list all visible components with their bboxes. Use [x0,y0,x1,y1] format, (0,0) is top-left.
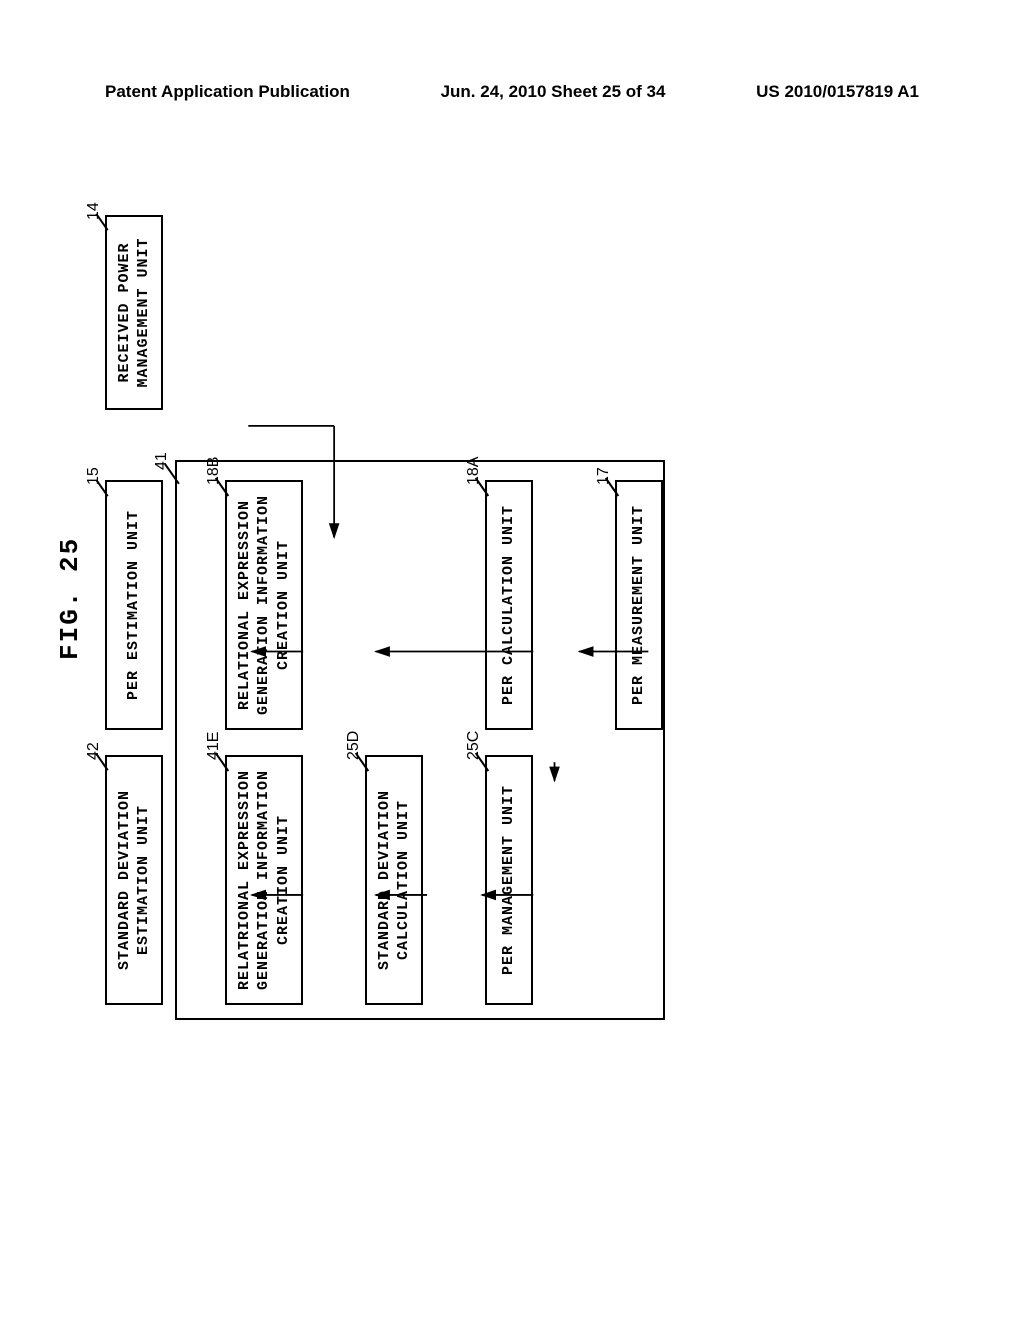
rel-expr-right: RELATIONAL EXPRESSION GENERATION INFORMA… [225,480,303,730]
figure-title: FIG. 25 [55,537,85,660]
header-left: Patent Application Publication [105,82,350,102]
per-mgmt-label: PER MANAGEMENT UNIT [499,785,519,975]
ref-18b: 18B [205,457,223,485]
rel-left-label: RELATRIONAL EXPRESSION GENERATION INFORM… [235,770,294,990]
sd-calc-label: STANDARD DEVIATION CALCULATION UNIT [375,790,414,970]
ref-25d: 25D [345,731,363,760]
per-calculation-unit: PER CALCULATION UNIT [485,480,533,730]
figure-diagram: FIG. 25 41 STANDARD DEVIATION ESTIMATION… [85,240,955,1010]
rel-right-label: RELATIONAL EXPRESSION GENERATION INFORMA… [235,495,294,715]
per-est-label: PER ESTIMATION UNIT [124,510,144,700]
per-estimation-unit: PER ESTIMATION UNIT [105,480,163,730]
rel-expr-left: RELATRIONAL EXPRESSION GENERATION INFORM… [225,755,303,1005]
sd-est-label: STANDARD DEVIATION ESTIMATION UNIT [115,790,154,970]
sd-estimation-unit: STANDARD DEVIATION ESTIMATION UNIT [105,755,163,1005]
received-power-mgmt: RECEIVED POWER MANAGEMENT UNIT [105,215,163,410]
header-center: Jun. 24, 2010 Sheet 25 of 34 [441,82,666,102]
per-meas-label: PER MEASUREMENT UNIT [629,505,649,705]
header-right: US 2010/0157819 A1 [756,82,919,102]
per-management-unit: PER MANAGEMENT UNIT [485,755,533,1005]
per-measurement-unit: PER MEASUREMENT UNIT [615,480,663,730]
page-header: Patent Application Publication Jun. 24, … [0,82,1024,102]
ref-41e: 41E [205,732,223,760]
recv-power-label: RECEIVED POWER MANAGEMENT UNIT [115,237,154,387]
sd-calculation-unit: STANDARD DEVIATION CALCULATION UNIT [365,755,423,1005]
ref-25c: 25C [465,731,483,760]
ref-18a: 18A [465,457,483,485]
per-calc-label: PER CALCULATION UNIT [499,505,519,705]
ref-15: 15 [85,467,103,485]
